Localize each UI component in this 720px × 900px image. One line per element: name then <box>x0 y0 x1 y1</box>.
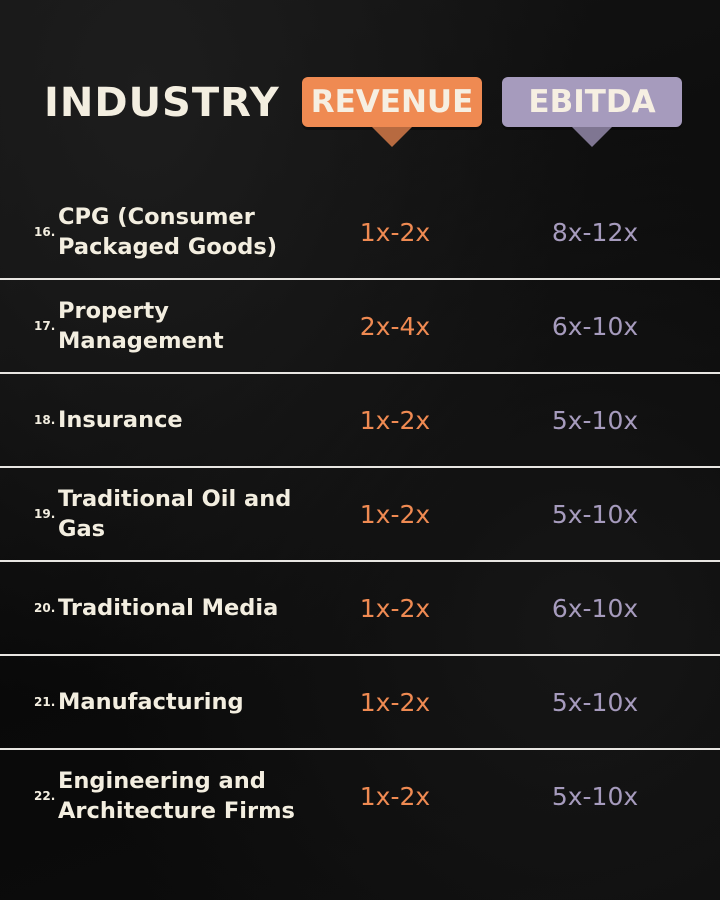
table-row: 17. Property Management 2x-4x 6x-10x <box>0 280 720 374</box>
row-number: 19. <box>34 507 56 521</box>
table-row: 18. Insurance 1x-2x 5x-10x <box>0 374 720 468</box>
row-number: 21. <box>34 695 56 709</box>
table-row: 21. Manufacturing 1x-2x 5x-10x <box>0 656 720 750</box>
row-number: 20. <box>34 601 56 615</box>
row-number: 17. <box>34 319 56 333</box>
row-number: 22. <box>34 789 56 803</box>
industry-name: Engineering and Architecture Firms <box>58 768 295 824</box>
industry-name: CPG (Consumer Packaged Goods) <box>58 204 278 260</box>
revenue-multiple: 1x-2x <box>359 217 431 247</box>
ebitda-multiple: 5x-10x <box>551 781 639 811</box>
ebitda-multiple: 5x-10x <box>551 687 639 717</box>
multiples-table: 16. CPG (Consumer Packaged Goods) 1x-2x … <box>0 186 720 842</box>
revenue-multiple: 1x-2x <box>359 687 431 717</box>
table-header: INDUSTRY REVENUE EBITDA <box>0 0 720 160</box>
industry-column-title: INDUSTRY <box>44 80 280 126</box>
ebitda-multiple: 5x-10x <box>551 499 639 529</box>
industry-name: Property Management <box>58 298 224 354</box>
row-number: 18. <box>34 413 56 427</box>
ebitda-column-tag: EBITDA <box>502 77 682 127</box>
ebitda-multiple: 6x-10x <box>551 311 639 341</box>
revenue-multiple: 1x-2x <box>359 499 431 529</box>
industry-name: Traditional Oil and Gas <box>58 486 292 542</box>
revenue-multiple: 1x-2x <box>359 593 431 623</box>
ebitda-multiple: 8x-12x <box>551 217 639 247</box>
table-row: 20. Traditional Media 1x-2x 6x-10x <box>0 562 720 656</box>
industry-name: Insurance <box>58 407 183 433</box>
revenue-multiple: 1x-2x <box>359 405 431 435</box>
ebitda-multiple: 5x-10x <box>551 405 639 435</box>
ebitda-multiple: 6x-10x <box>551 593 639 623</box>
industry-name: Manufacturing <box>58 689 244 715</box>
row-number: 16. <box>34 225 56 239</box>
table-row: 16. CPG (Consumer Packaged Goods) 1x-2x … <box>0 186 720 280</box>
industry-name: Traditional Media <box>58 595 279 621</box>
table-row: 22. Engineering and Architecture Firms 1… <box>0 750 720 842</box>
revenue-multiple: 1x-2x <box>359 781 431 811</box>
table-row: 19. Traditional Oil and Gas 1x-2x 5x-10x <box>0 468 720 562</box>
revenue-multiple: 2x-4x <box>359 311 431 341</box>
revenue-column-tag: REVENUE <box>302 77 482 127</box>
